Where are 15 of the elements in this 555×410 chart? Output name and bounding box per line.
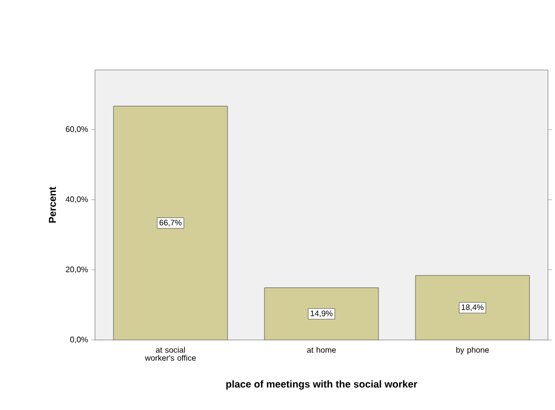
y-tick-label: 0,0% bbox=[70, 336, 88, 344]
data-label: 18,4% bbox=[462, 304, 484, 312]
x-tick-label: at social worker's office bbox=[144, 346, 196, 361]
data-label: 66,7% bbox=[160, 220, 182, 226]
y-tick-label: 60,0% bbox=[66, 126, 88, 133]
x-tick-label: by phone bbox=[456, 346, 489, 354]
bar bbox=[264, 288, 379, 340]
y-axis-title: Percent bbox=[48, 186, 56, 223]
y-tick-label: 40,0% bbox=[66, 196, 88, 204]
x-axis-title: place of meetings with the social worker bbox=[226, 380, 418, 390]
y-tick-label: 20,0% bbox=[66, 266, 88, 274]
bar bbox=[415, 275, 530, 340]
bar bbox=[114, 106, 228, 340]
x-tick-label: at home bbox=[307, 346, 336, 353]
data-label: 14,9% bbox=[310, 310, 333, 318]
